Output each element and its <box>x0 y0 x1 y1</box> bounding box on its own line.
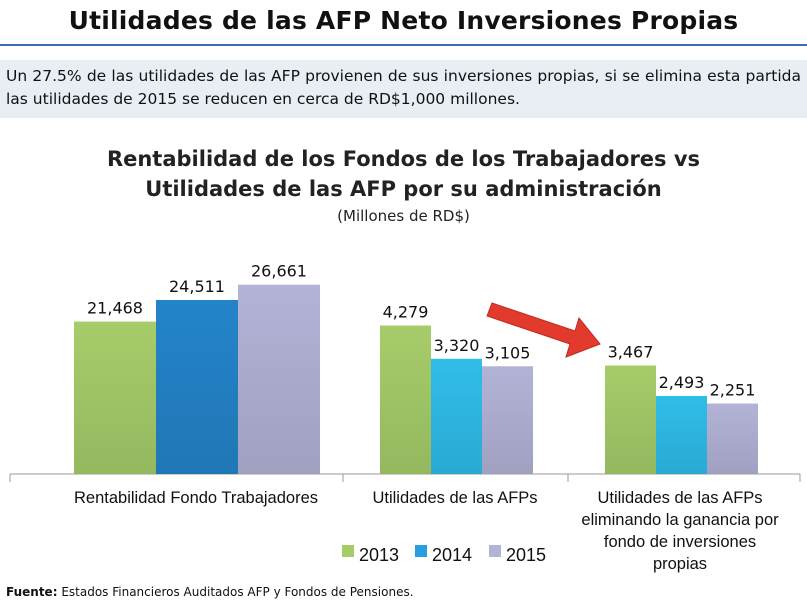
chart-subtitle: (Millones de RD$) <box>337 207 470 225</box>
source-note: Fuente: Estados Financieros Auditados AF… <box>6 585 414 599</box>
legend-swatch-2014 <box>415 545 427 557</box>
data-label-2015-cat3: 2,251 <box>710 381 756 400</box>
data-label-2013-cat2: 4,279 <box>383 303 429 322</box>
source-text: Estados Financieros Auditados AFP y Fond… <box>57 585 414 599</box>
data-label-2014-cat3: 2,493 <box>659 373 705 392</box>
bar-2013-cat2 <box>380 325 431 474</box>
source-label: Fuente: <box>6 585 58 599</box>
legend-label-2015: 2015 <box>506 545 546 565</box>
category-label-3-line-1: Utilidades de las AFPs <box>597 489 762 507</box>
legend-label-2014: 2014 <box>432 545 472 565</box>
bar-2014-cat1 <box>156 299 238 474</box>
bar-2013-cat3 <box>605 365 656 474</box>
data-label-2014-cat2: 3,320 <box>434 336 480 355</box>
title-bar <box>0 0 807 46</box>
chart-title-line-2: Utilidades de las AFP por su administrac… <box>145 177 662 201</box>
legend-label-2013: 2013 <box>359 545 399 565</box>
bar-2015-cat1 <box>238 284 320 474</box>
chart-title-line-1: Rentabilidad de los Fondos de los Trabaj… <box>106 147 701 171</box>
page-title: Utilidades de las AFP Neto Inversiones P… <box>68 6 739 35</box>
chart-title: Rentabilidad de los Fondos de los Trabaj… <box>0 144 807 204</box>
bar-2014-cat2 <box>431 358 482 474</box>
data-label-2013-cat3: 3,467 <box>608 342 654 361</box>
data-label-2015-cat2: 3,105 <box>485 343 531 362</box>
red-arrow-annotation <box>486 302 601 358</box>
category-label-3-line-4: propias <box>653 555 707 573</box>
category-label-3-line-2: eliminando la ganancia por <box>581 511 779 529</box>
legend-swatch-2013 <box>342 545 354 557</box>
category-label-1-line-1: Rentabilidad Fondo Trabajadores <box>74 489 318 507</box>
data-label-2014-cat1: 24,511 <box>169 277 225 296</box>
bar-2015-cat2 <box>482 366 533 474</box>
data-label-2013-cat1: 21,468 <box>87 299 143 318</box>
bar-2015-cat3 <box>707 403 758 474</box>
bar-2013-cat1 <box>74 321 156 474</box>
data-label-2015-cat1: 26,661 <box>251 262 307 281</box>
bar-2014-cat3 <box>656 395 707 474</box>
category-label-2-line-1: Utilidades de las AFPs <box>372 489 537 507</box>
intro-text: Un 27.5% de las utilidades de las AFP pr… <box>6 67 801 108</box>
legend-swatch-2015 <box>489 545 501 557</box>
intro-panel <box>0 60 807 118</box>
category-label-3-line-3: fondo de inversiones <box>604 533 756 551</box>
